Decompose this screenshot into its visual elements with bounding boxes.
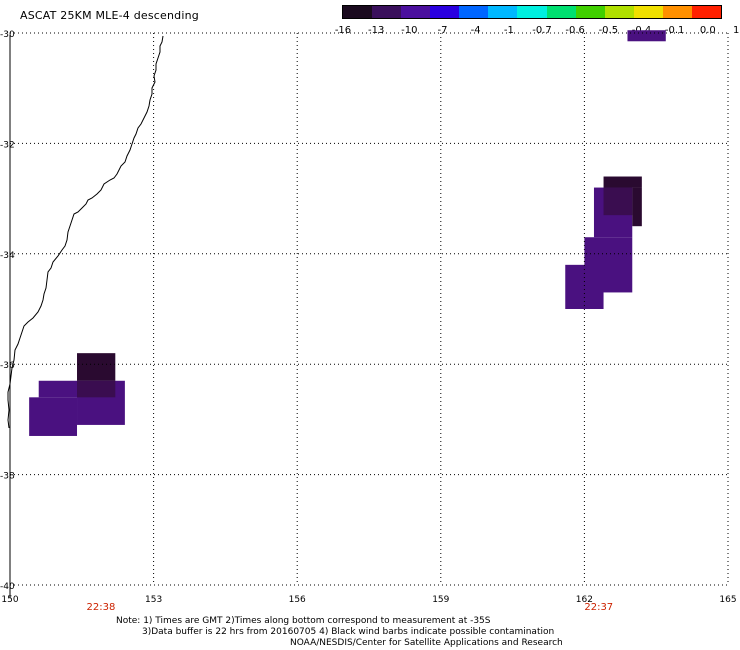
color-scale-label: -0.6 [565,25,585,36]
latitude-tick-label: -36 [0,361,15,371]
color-scale-label: -13 [367,25,385,36]
longitude-tick-label: 165 [719,595,736,605]
pass-time-label: 22:37 [584,602,613,613]
wind-cell [77,380,116,398]
wind-cell [29,397,78,436]
note-line-1: Note: 1) Times are GMT 2)Times along bot… [116,616,491,626]
color-scale-segment [488,6,518,18]
color-scale-segment [575,6,605,18]
color-scale-label: -4 [470,25,481,36]
latitude-tick-label: -34 [0,251,15,261]
latitude-tick-label: -40 [0,582,15,592]
wind-cell [584,237,633,293]
wind-cell [38,380,78,398]
color-scale-label: -10 [401,25,418,36]
latitude-tick-label: -38 [0,472,15,482]
color-scale-segment [633,6,663,18]
map-title: ASCAT 25KM MLE-4 descending [20,9,199,22]
color-scale-segment [662,6,692,18]
color-scale-label: 0.0 [699,25,716,36]
graticule-layer [10,32,729,586]
latitude-tick-label: -30 [0,30,15,40]
pass-time-labels-layer: 22:38 22:37 [87,602,614,613]
color-scale-label: -16 [334,25,352,36]
wind-cell [603,176,642,188]
wind-cells-layer [29,30,666,436]
wind-cell [603,187,633,216]
latitude-tick-label: -32 [0,140,15,150]
color-scale-segment [372,6,402,18]
pass-time-label: 22:38 [87,602,116,613]
note-line-3: NOAA/NESDIS/Center for Satellite Applica… [290,638,563,648]
color-scale-label: -0.1 [664,25,685,36]
color-scale-segment [691,6,722,18]
color-scale-label: -1 [503,25,514,36]
longitude-tick-label: 153 [145,595,162,605]
color-scale-segment [517,6,547,18]
color-scale-segment [343,6,373,18]
color-scale-segment [430,6,460,18]
color-scale-label: -7 [437,25,448,36]
longitude-tick-label: 159 [432,595,449,605]
color-scale-segment [604,6,634,18]
color-scale-segment [459,6,489,18]
color-scale-label: 1.0 [733,25,740,36]
wind-cell [627,30,666,42]
note-line-2: 3)Data buffer is 22 hrs from 20160705 4)… [142,627,555,637]
longitude-tick-label: 150 [1,595,18,605]
wind-cell [77,353,116,381]
color-scale-segment [401,6,431,18]
axis-labels-layer: 150 153 156 159 162 165 -30 -32 -34 -36 -38 -40 [0,30,737,605]
color-scale-label: -0.5 [598,25,619,36]
color-scale-bar [342,5,722,19]
longitude-tick-label: 162 [576,595,593,605]
coastline [7,35,164,429]
wind-cell [632,187,642,227]
color-scale-label: -0.7 [532,25,552,36]
longitude-tick-label: 156 [289,595,306,605]
color-scale-segment [546,6,576,18]
color-scale-labels: -16-13-10-7-4-1-0.7-0.6-0.5-0.4-0.10.01.… [320,25,740,39]
